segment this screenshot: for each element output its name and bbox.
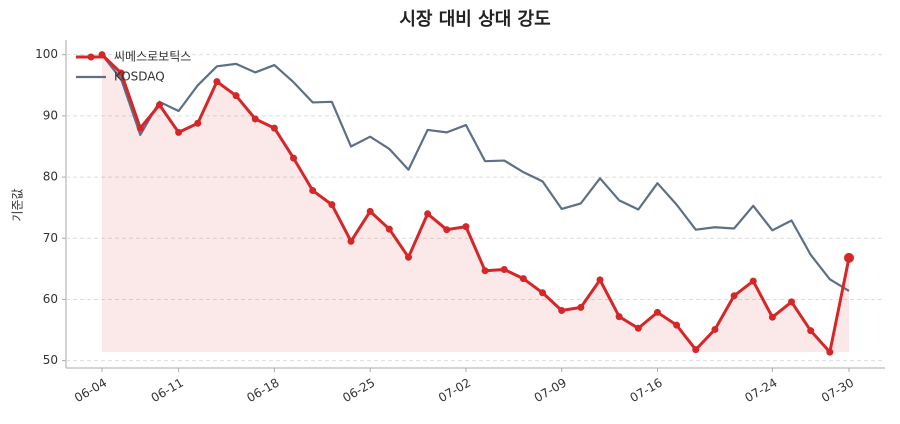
legend-label: 씨메스로보틱스 — [114, 50, 191, 64]
x-tick-label: 06-25 — [340, 376, 377, 406]
data-point — [347, 237, 355, 245]
data-point — [749, 277, 757, 285]
x-tick-label: 06-11 — [149, 376, 186, 406]
x-tick-label: 06-04 — [72, 376, 109, 406]
data-point — [194, 119, 202, 127]
data-point — [539, 289, 547, 297]
data-point — [577, 303, 585, 311]
data-point — [653, 308, 661, 316]
y-tick-label: 100 — [35, 47, 58, 61]
legend-label: KOSDAQ — [114, 70, 165, 84]
data-point — [213, 78, 221, 86]
data-point — [519, 275, 527, 283]
x-tick-label: 07-16 — [628, 376, 665, 406]
data-point — [807, 327, 815, 335]
x-tick-label: 07-30 — [819, 376, 856, 406]
area-fill — [102, 54, 849, 353]
data-point — [328, 201, 336, 209]
data-point — [424, 210, 432, 218]
data-point — [462, 223, 470, 231]
data-point — [615, 313, 623, 321]
data-point — [309, 187, 317, 195]
data-point — [558, 306, 566, 314]
x-tick-label: 07-02 — [436, 376, 473, 406]
data-point — [788, 298, 796, 306]
chart-title: 시장 대비 상대 강도 — [399, 9, 550, 30]
data-point — [481, 267, 489, 275]
y-tick-label: 50 — [43, 353, 58, 367]
data-point — [826, 348, 834, 356]
data-point — [117, 69, 125, 77]
data-point — [596, 276, 604, 284]
data-point — [500, 265, 508, 273]
data-point — [251, 115, 259, 123]
y-tick-label: 90 — [43, 108, 58, 122]
y-tick-label: 70 — [43, 231, 58, 245]
y-tick-label: 80 — [43, 170, 58, 184]
y-tick-label: 60 — [43, 292, 58, 306]
data-point — [673, 321, 681, 329]
data-point — [155, 101, 163, 109]
data-point — [711, 325, 719, 333]
series-line — [100, 53, 851, 354]
y-axis-label: 기준값 — [11, 188, 25, 221]
data-point — [290, 154, 298, 162]
data-point — [844, 252, 854, 263]
x-tick-label: 07-09 — [532, 376, 569, 406]
x-tick-label: 06-18 — [244, 376, 281, 406]
x-tick-label: 07-24 — [742, 376, 779, 406]
data-point — [730, 292, 738, 300]
data-point — [404, 253, 412, 261]
data-point — [385, 225, 393, 233]
data-point — [270, 124, 278, 132]
data-point — [768, 313, 776, 321]
data-point — [232, 92, 240, 100]
legend-swatch — [87, 53, 95, 61]
series-line — [101, 54, 850, 292]
data-point — [136, 124, 144, 132]
data-point — [175, 128, 183, 136]
data-point — [692, 346, 700, 354]
data-point — [634, 324, 642, 332]
data-point — [443, 226, 451, 234]
data-point — [366, 207, 374, 215]
